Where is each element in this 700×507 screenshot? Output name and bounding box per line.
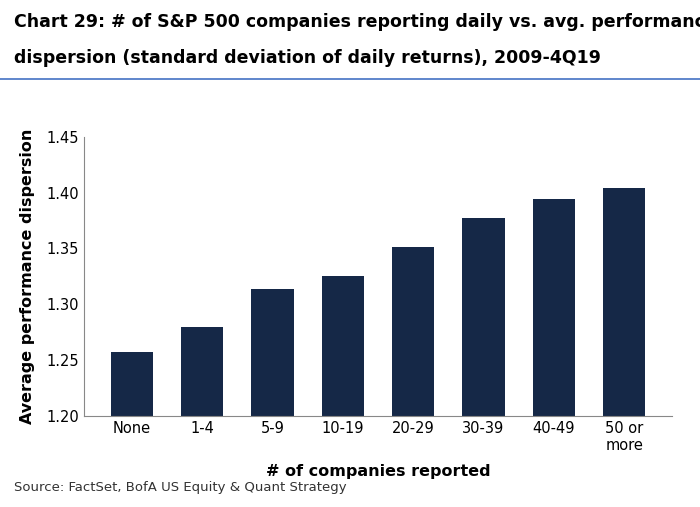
Text: Source: FactSet, BofA US Equity & Quant Strategy: Source: FactSet, BofA US Equity & Quant … — [14, 481, 346, 494]
Bar — [533, 199, 575, 507]
Y-axis label: Average performance dispersion: Average performance dispersion — [20, 129, 35, 424]
Text: Chart 29: # of S&P 500 companies reporting daily vs. avg. performance: Chart 29: # of S&P 500 companies reporti… — [14, 13, 700, 31]
Bar — [181, 327, 223, 507]
Bar — [251, 288, 293, 507]
Text: dispersion (standard deviation of daily returns), 2009-4Q19: dispersion (standard deviation of daily … — [14, 49, 601, 67]
Bar — [322, 276, 364, 507]
X-axis label: # of companies reported: # of companies reported — [266, 464, 490, 479]
Bar — [463, 219, 505, 507]
Bar — [392, 247, 434, 507]
Bar — [111, 352, 153, 507]
Bar — [603, 188, 645, 507]
